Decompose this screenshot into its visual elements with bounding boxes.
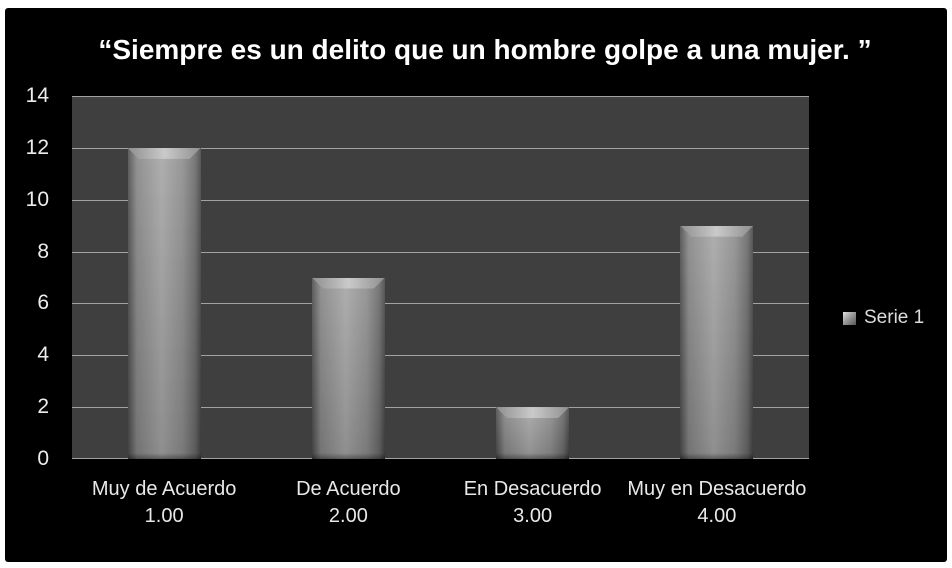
bar-1: [127, 147, 201, 459]
x-category-label: Muy de Acuerdo: [91, 478, 237, 500]
bar-top-bevel: [312, 278, 385, 289]
legend-marker-icon: [843, 311, 856, 325]
y-axis-tick-label: 12: [25, 135, 49, 159]
gridline: [72, 303, 809, 305]
x-category-label: Muy en Desacuerdo: [627, 478, 807, 500]
plot-area: [72, 96, 809, 459]
x-category-code: 1.00: [144, 505, 184, 527]
gridline: [72, 355, 809, 357]
x-axis-category: De Acuerdo 2.00: [296, 476, 401, 530]
legend: Serie 1: [843, 307, 924, 329]
chart-canvas: “Siempre es un delito que un hombre golp…: [5, 8, 947, 562]
y-axis-tick-label: 6: [37, 291, 49, 315]
x-axis-category: En Desacuerdo 3.00: [464, 476, 602, 530]
bar-4: [680, 225, 754, 459]
gridline: [72, 96, 809, 97]
x-axis: Muy de Acuerdo 1.00 De Acuerdo 2.00 En Desac…: [72, 476, 809, 536]
bar-top-bevel: [680, 226, 753, 237]
bar-bottom-shade: [311, 453, 385, 459]
x-category-label: De Acuerdo: [296, 478, 401, 500]
gridline: [72, 458, 809, 459]
chart-title: “Siempre es un delito que un hombre golp…: [98, 34, 872, 65]
y-axis-tick-label: 4: [37, 343, 49, 367]
bar-bottom-shade: [680, 453, 754, 459]
bar-3: [496, 407, 570, 459]
y-axis-tick-label: 0: [37, 447, 49, 470]
bar-top-bevel: [128, 148, 201, 159]
gridline: [72, 147, 809, 149]
x-category-label: En Desacuerdo: [463, 478, 602, 500]
x-axis-category: Muy en Desacuerdo 4.00: [627, 476, 806, 530]
y-axis: 0 2 4 6 8 10 12 14: [5, 84, 63, 470]
legend-label: Serie 1: [864, 307, 925, 328]
y-axis-tick-label: 8: [37, 239, 49, 263]
y-axis-tick-label: 14: [25, 84, 49, 107]
x-category-code: 2.00: [328, 505, 368, 527]
x-axis-category: Muy de Acuerdo 1.00: [92, 476, 237, 530]
y-axis-tick-label: 10: [25, 187, 49, 211]
x-category-code: 3.00: [513, 505, 553, 527]
bar-2: [311, 277, 385, 459]
gridline: [72, 199, 809, 201]
y-axis-tick-label: 2: [37, 395, 49, 419]
bar-bottom-shade: [496, 453, 570, 459]
x-category-code: 4.00: [697, 505, 737, 527]
gridline: [72, 407, 809, 409]
gridline: [72, 251, 809, 253]
bar-bottom-shade: [127, 453, 201, 459]
bar-top-bevel: [496, 407, 569, 418]
